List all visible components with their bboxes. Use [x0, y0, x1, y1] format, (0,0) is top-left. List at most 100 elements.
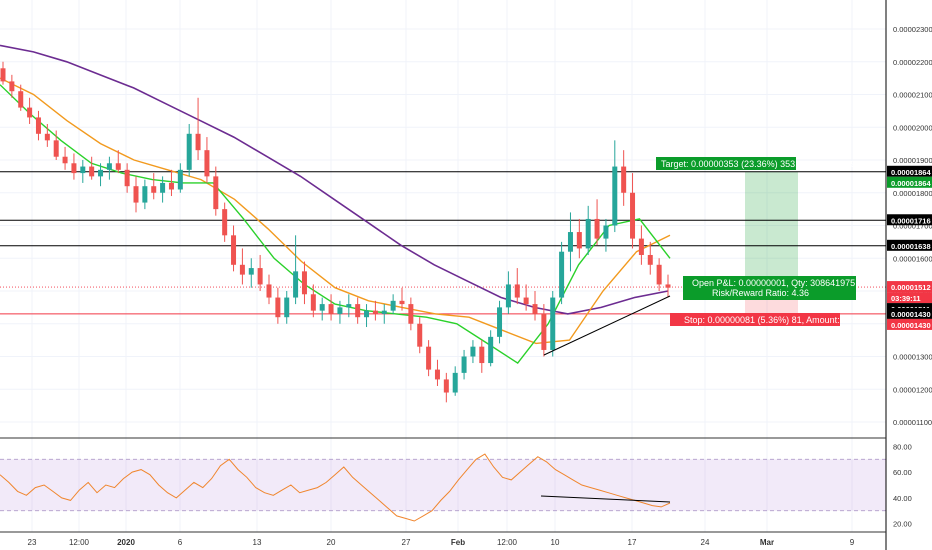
position-tool[interactable] [745, 171, 798, 314]
candle-body [630, 192, 636, 239]
candle-body [71, 163, 77, 174]
candle-body [497, 307, 503, 337]
candle-body [470, 346, 476, 357]
candle-body [355, 304, 361, 318]
price-label: 0.00001430 [891, 310, 931, 319]
candle-body [106, 163, 112, 170]
candle-body [559, 251, 565, 298]
rsi-tick-label: 20.00 [893, 520, 912, 529]
candle-body [550, 297, 556, 350]
candle-body [248, 268, 254, 275]
time-axis[interactable]: 23 12:00 2020 6 13 20 27 Feb 12:00 10 17 24 Mar 9 [28, 538, 855, 547]
time-tick-label: 2020 [117, 538, 135, 547]
candle-body [576, 232, 582, 249]
candle-body [452, 372, 458, 393]
price-label-box [887, 318, 932, 330]
candle-body [399, 300, 405, 305]
candle-body [177, 169, 183, 190]
candle-body [621, 166, 627, 193]
price-label-box [887, 165, 932, 177]
time-tick-label: 23 [28, 538, 37, 547]
time-tick-label: Feb [451, 538, 465, 547]
stop-label: Stop: 0.00000081 (5.36%) 81, Amount: 750 [684, 315, 857, 325]
candle-body [408, 304, 414, 324]
candle-body [9, 81, 15, 92]
candle-body [372, 310, 378, 314]
candle-body [337, 307, 343, 314]
candle-body [115, 163, 121, 170]
time-tick-label: 24 [701, 538, 710, 547]
pnl-label: Open P&L: 0.00000001, Qty: 308641975 [692, 278, 855, 288]
rsi-tick-label: 60.00 [893, 468, 912, 477]
price-label: 0.00001430 [891, 321, 931, 330]
candle-body [195, 133, 201, 151]
price-tick-label: 0.00002100 [893, 91, 932, 100]
candle-body [603, 225, 609, 239]
rsi-band [0, 459, 886, 511]
candle-body [523, 297, 529, 305]
time-tick-label: 20 [327, 538, 336, 547]
ma-purple-line [0, 44, 669, 315]
candle-body [443, 379, 449, 393]
profit-zone [745, 171, 798, 288]
price-tick-label: 0.00001100 [893, 418, 932, 427]
candle-body [612, 166, 618, 226]
price-label-box [887, 239, 932, 251]
ma-green-line [0, 84, 671, 365]
candle-body [346, 304, 352, 308]
candle-body [390, 300, 396, 311]
support-trendline [543, 295, 671, 356]
time-tick-label: 6 [178, 538, 183, 547]
stop-label-box [670, 313, 840, 326]
price-label-box [887, 176, 932, 188]
price-label-box [887, 281, 932, 293]
candle-body [231, 235, 237, 265]
time-tick-label: 27 [402, 538, 411, 547]
candle-body [656, 264, 662, 285]
price-label: 0.00001864 [891, 179, 931, 188]
horizontal-levels[interactable] [0, 171, 886, 315]
time-tick-label: 17 [628, 538, 637, 547]
candle-body [567, 232, 573, 252]
candle-body [18, 91, 24, 108]
time-tick-label: 12:00 [497, 538, 518, 547]
rsi-tick-label: 40.00 [893, 494, 912, 503]
candle-body [328, 304, 334, 314]
time-tick-label: 13 [253, 538, 262, 547]
candle-body [532, 304, 538, 314]
candle-body [594, 218, 600, 239]
candle-body [310, 294, 316, 311]
candle-body [53, 140, 59, 157]
candle-body [417, 323, 423, 347]
candle-body [133, 186, 139, 203]
price-label-box [887, 307, 932, 319]
candle-body [284, 297, 290, 318]
rsi-tick-label: 80.00 [893, 442, 912, 451]
price-tick-label: 0.00001700 [893, 222, 932, 231]
candle-body [638, 238, 644, 255]
candle-body [124, 169, 130, 187]
candle-body [585, 218, 591, 249]
price-tick-label: 0.00002000 [893, 123, 932, 132]
candle-body [222, 209, 228, 236]
price-tick-label: 0.00001600 [893, 254, 932, 263]
candle-body [381, 310, 387, 314]
time-tick-label: 9 [850, 538, 855, 547]
candle-body [204, 150, 210, 177]
candle-body [266, 284, 272, 298]
price-tick-label: 0.00001900 [893, 156, 932, 165]
candle-body [426, 346, 432, 370]
trendlines[interactable] [543, 295, 671, 356]
time-tick-label: 10 [551, 538, 560, 547]
price-label-box [887, 214, 932, 226]
candle-body [89, 166, 95, 177]
price-labels: 0.00001864 0.00001864 0.00001716 0.00001638… [887, 165, 932, 330]
candle-body [142, 186, 148, 203]
rsi-line [0, 453, 671, 522]
candle-body [434, 369, 440, 380]
price-tick-label: 0.00001300 [893, 353, 932, 362]
candle-body [62, 156, 68, 164]
candle-body [488, 336, 494, 364]
